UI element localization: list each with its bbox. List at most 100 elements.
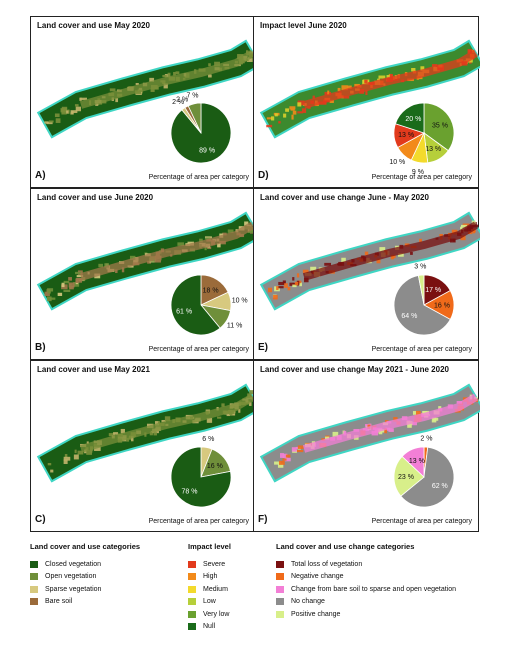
pie-slice-label: 6 %	[202, 436, 214, 443]
legend-item: Positive change	[276, 608, 456, 621]
legend-group: Land cover and use change categories Tota…	[276, 542, 456, 621]
legend-item: Change from bare soil to sparse and open…	[276, 583, 456, 596]
panel-title: Land cover and use May 2021	[37, 365, 150, 374]
legend-item: Low	[188, 596, 231, 609]
pie-slice	[393, 455, 425, 497]
pie-chart: 35 % 13 % 9 % 10 % 13 % 20 %	[389, 102, 455, 176]
pie-chart: 18 % 10 % 11 % 61 %	[170, 274, 248, 336]
legend-label: Total loss of vegetation	[291, 560, 363, 568]
pie-slice-label: 17 %	[425, 287, 441, 294]
pie-slice-label: 78 %	[182, 488, 198, 495]
legend-label: Severe	[203, 560, 226, 568]
pie-slice-label: 10 %	[232, 298, 248, 305]
pie-slice-label: 23 %	[398, 474, 414, 481]
pie-slice-label: 2 %	[176, 96, 188, 103]
pie-caption: Percentage of area per category	[148, 346, 249, 353]
panel-letter: F)	[258, 514, 268, 525]
legend-swatch	[30, 573, 38, 581]
pie-slice-label: 7 %	[186, 92, 198, 99]
map-graphic	[259, 39, 480, 139]
map-texture	[274, 393, 479, 468]
legend-item: Closed vegetation	[30, 558, 140, 571]
legend-swatch	[188, 560, 196, 568]
pie-chart: 17 % 16 % 64 % 3 %	[393, 264, 455, 336]
legend-item: Bare soil	[30, 596, 140, 609]
legend-label: Medium	[203, 585, 228, 593]
legend-label: Low	[203, 598, 216, 606]
pie-slice-label: 20 %	[405, 116, 421, 123]
map-panel-e: Land cover and use change June - May 202…	[253, 188, 480, 360]
pie-slice-label: 64 %	[401, 313, 417, 320]
pie-slice-label: 13 %	[398, 132, 414, 139]
pie-slice-label: 35 %	[432, 122, 448, 129]
pie-slice-label: 2 %	[172, 99, 184, 106]
legend-swatch	[30, 560, 38, 568]
map-graphic	[36, 383, 257, 483]
pie-chart: 2 % 62 % 23 % 13 %	[393, 436, 455, 508]
map-panel-f: Land cover and use change May 2021 - Jun…	[253, 360, 480, 532]
panel-title: Land cover and use change June - May 202…	[260, 193, 429, 202]
legend-swatch	[188, 573, 196, 581]
legend-label: Null	[203, 623, 216, 631]
legend-item: Sparse vegetation	[30, 583, 140, 596]
pie-caption: Percentage of area per category	[148, 174, 249, 181]
legend-group: Impact level Severe High Medium Low Very low N…	[188, 542, 231, 633]
pie-slice	[400, 446, 455, 508]
legend-group: Land cover and use categories Closed vege…	[30, 542, 140, 608]
pie-slice	[417, 274, 425, 306]
legend-label: Bare soil	[45, 598, 73, 606]
legend-item: Very low	[188, 608, 231, 621]
pie-slice	[170, 274, 221, 336]
legend-label: No change	[291, 598, 325, 606]
legend-item: Null	[188, 621, 231, 634]
map-texture	[44, 49, 256, 125]
pie-chart: 89 % 2 %2 %7 %	[170, 92, 232, 164]
pie-slice	[401, 446, 425, 478]
legend-label: Change from bare soil to sparse and open…	[291, 585, 456, 593]
pie-slice-label: 13 %	[425, 146, 441, 153]
pie-slice	[170, 446, 232, 508]
legend-label: Open vegetation	[45, 573, 97, 581]
legend-item: No change	[276, 596, 456, 609]
legend-label: Closed vegetation	[45, 560, 102, 568]
pie-slice-label: 61 %	[176, 309, 192, 316]
legend-title: Land cover and use categories	[30, 542, 141, 551]
legend-swatch	[276, 573, 284, 581]
pie-slice-label: 16 %	[207, 463, 223, 470]
legend-swatch	[276, 598, 284, 606]
pie-slice-label: 2 %	[420, 436, 432, 443]
legend-item: Open vegetation	[30, 571, 140, 584]
legend-item: Negative change	[276, 571, 456, 584]
legend-label: Sparse vegetation	[45, 585, 102, 593]
legend-item: Total loss of vegetation	[276, 558, 456, 571]
legend-swatch	[30, 598, 38, 606]
legend-label: Very low	[203, 610, 230, 618]
map-graphic	[259, 383, 480, 483]
panel-title: Impact level June 2020	[260, 21, 347, 30]
pie-slice-label: 3 %	[414, 264, 426, 271]
pie-slice-label: 9 %	[412, 169, 424, 176]
legend-label: High	[203, 573, 218, 581]
panel-letter: E)	[258, 342, 268, 353]
panel-title: Land cover and use change May 2021 - Jun…	[260, 365, 449, 374]
panel-letter: C)	[35, 514, 46, 525]
pie-slice	[393, 275, 451, 336]
map-texture	[267, 220, 479, 300]
pie-slice-label: 62 %	[432, 483, 448, 490]
map-graphic	[36, 39, 257, 139]
map-texture	[266, 49, 478, 128]
panel-title: Land cover and use June 2020	[37, 193, 154, 202]
pie-slice-label: 10 %	[389, 159, 405, 166]
legend-swatch	[188, 598, 196, 606]
legend-swatch	[276, 610, 284, 618]
legend-label: Negative change	[291, 573, 344, 581]
pie-slice-label: 89 %	[199, 147, 215, 154]
map-graphic	[259, 211, 480, 311]
legend-swatch	[276, 585, 284, 593]
map-panel-b: Land cover and use June 2020 18 % 10 % 11 %…	[30, 188, 257, 360]
pie-slice-label: 13 %	[409, 458, 425, 465]
map-panel-c: Land cover and use May 2021 6 % 16 % 78 % C)…	[30, 360, 257, 532]
panel-title: Land cover and use May 2020	[37, 21, 150, 30]
pie-slice	[423, 102, 455, 152]
pie-slice-label: 16 %	[434, 303, 450, 310]
